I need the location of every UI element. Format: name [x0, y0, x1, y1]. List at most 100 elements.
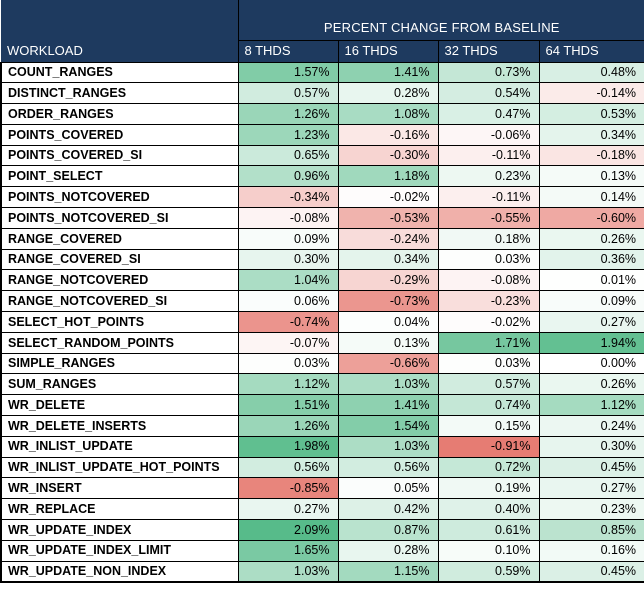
value-cell: 1.03% [237, 560, 339, 583]
table-row: COUNT_RANGES 1.57% 1.41% 0.73% 0.48% [0, 61, 644, 84]
table-row: POINT_SELECT 0.96% 1.18% 0.23% 0.13% [0, 165, 644, 188]
value-cell: 0.23% [538, 498, 644, 521]
value-cell: 0.56% [337, 456, 439, 479]
column-header-16-thds: 16 THDS [338, 40, 439, 62]
value-cell: -0.18% [538, 144, 644, 167]
value-cell: 0.14% [538, 186, 644, 209]
table-row: POINTS_COVERED 1.23% -0.16% -0.06% 0.34% [0, 123, 644, 146]
value-cell: -0.08% [437, 269, 540, 292]
value-cell: 1.71% [437, 331, 540, 354]
value-cell: 0.18% [437, 227, 540, 250]
table-title: PERCENT CHANGE FROM BASELINE [238, 0, 644, 41]
workload-name: RANGE_NOTCOVERED_SI [0, 290, 239, 313]
value-cell: 1.54% [337, 415, 439, 437]
table-row: POINTS_NOTCOVERED -0.34% -0.02% -0.11% 0.14% [0, 186, 644, 209]
table-row: WR_INLIST_UPDATE 1.98% 1.03% -0.91% 0.30% [0, 435, 644, 458]
workload-name: WR_DELETE [0, 394, 239, 417]
value-cell: -0.34% [237, 186, 339, 209]
value-cell: 1.12% [237, 373, 339, 396]
value-cell: 0.59% [437, 560, 540, 583]
value-cell: 0.74% [437, 394, 540, 417]
table-row: RANGE_NOTCOVERED 1.04% -0.29% -0.08% 0.01% [0, 269, 644, 292]
value-cell: -0.73% [337, 290, 439, 313]
value-cell: -0.06% [437, 123, 540, 146]
workload-name: RANGE_COVERED_SI [0, 248, 239, 271]
table-row: WR_UPDATE_NON_INDEX 1.03% 1.15% 0.59% 0.45% [0, 560, 644, 583]
workload-name: WR_UPDATE_INDEX_LIMIT [0, 539, 239, 562]
table-row: POINTS_NOTCOVERED_SI -0.08% -0.53% -0.55% -0… [0, 207, 644, 229]
workload-name: POINTS_NOTCOVERED [0, 186, 239, 209]
workload-name: WR_INLIST_UPDATE [0, 435, 239, 458]
workload-name: SELECT_HOT_POINTS [0, 311, 239, 333]
value-cell: 0.26% [538, 373, 644, 396]
value-cell: 0.28% [337, 539, 439, 562]
value-cell: -0.30% [337, 144, 439, 167]
table-row: SELECT_RANDOM_POINTS -0.07% 0.13% 1.71% 1.94… [0, 331, 644, 354]
table-row: ORDER_RANGES 1.26% 1.08% 0.47% 0.53% [0, 103, 644, 125]
value-cell: -0.08% [237, 207, 339, 229]
value-cell: 1.94% [538, 331, 644, 354]
workload-name: WR_INLIST_UPDATE_HOT_POINTS [0, 456, 239, 479]
value-cell: 0.28% [337, 82, 439, 105]
value-cell: 1.03% [337, 373, 439, 396]
table-row: WR_REPLACE 0.27% 0.42% 0.40% 0.23% [0, 498, 644, 521]
table-row: POINTS_COVERED_SI 0.65% -0.30% -0.11% -0.18% [0, 144, 644, 167]
value-cell: 0.26% [538, 227, 644, 250]
workload-name: ORDER_RANGES [0, 103, 239, 125]
workload-name: WR_REPLACE [0, 498, 239, 521]
workload-name: RANGE_COVERED [0, 227, 239, 250]
workload-name: POINTS_COVERED_SI [0, 144, 239, 167]
value-cell: 0.23% [437, 165, 540, 188]
value-cell: 1.98% [237, 435, 339, 458]
workload-name: POINT_SELECT [0, 165, 239, 188]
value-cell: 1.23% [237, 123, 339, 146]
value-cell: 1.57% [237, 61, 339, 84]
table-row: SELECT_HOT_POINTS -0.74% 0.04% -0.02% 0.27% [0, 311, 644, 333]
value-cell: 0.56% [237, 456, 339, 479]
workload-name: POINTS_COVERED [0, 123, 239, 146]
table-row: RANGE_COVERED 0.09% -0.24% 0.18% 0.26% [0, 227, 644, 250]
value-cell: 0.45% [538, 560, 644, 583]
value-cell: 0.73% [437, 61, 540, 84]
value-cell: -0.66% [337, 352, 439, 375]
table-row: SIMPLE_RANGES 0.03% -0.66% 0.03% 0.00% [0, 352, 644, 375]
workload-name: WR_DELETE_INSERTS [0, 415, 239, 437]
table-row: WR_INSERT -0.85% 0.05% 0.19% 0.27% [0, 477, 644, 500]
table-row: WR_INLIST_UPDATE_HOT_POINTS 0.56% 0.56% 0.7… [0, 456, 644, 479]
value-cell: 0.72% [437, 456, 540, 479]
value-cell: 0.05% [337, 477, 439, 500]
workload-name: RANGE_NOTCOVERED [0, 269, 239, 292]
value-cell: -0.14% [538, 82, 644, 105]
value-cell: 0.40% [437, 498, 540, 521]
workload-name: COUNT_RANGES [0, 61, 239, 84]
value-cell: 0.04% [337, 311, 439, 333]
workload-name: WR_INSERT [0, 477, 239, 500]
value-cell: 1.12% [538, 394, 644, 417]
value-cell: 1.41% [337, 61, 439, 84]
value-cell: 1.15% [337, 560, 439, 583]
value-cell: -0.60% [538, 207, 644, 229]
value-cell: 0.27% [538, 311, 644, 333]
column-header-row: 8 THDS 16 THDS 32 THDS 64 THDS [1, 40, 644, 62]
value-cell: 1.51% [237, 394, 339, 417]
column-header-8-thds: 8 THDS [238, 40, 339, 62]
value-cell: 1.04% [237, 269, 339, 292]
value-cell: 0.57% [237, 82, 339, 105]
table-header: WORKLOAD PERCENT CHANGE FROM BASELINE 8 … [1, 0, 644, 62]
value-cell: 1.08% [337, 103, 439, 125]
value-cell: 0.36% [538, 248, 644, 271]
value-cell: 1.41% [337, 394, 439, 417]
value-cell: 0.61% [437, 519, 540, 541]
value-cell: 0.34% [538, 123, 644, 146]
value-cell: 1.03% [337, 435, 439, 458]
workload-name: WR_UPDATE_NON_INDEX [0, 560, 239, 583]
value-cell: 0.10% [437, 539, 540, 562]
value-cell: 0.03% [437, 248, 540, 271]
value-cell: -0.53% [337, 207, 439, 229]
value-cell: 0.45% [538, 456, 644, 479]
value-cell: -0.11% [437, 186, 540, 209]
value-cell: 0.03% [237, 352, 339, 375]
value-cell: 0.15% [437, 415, 540, 437]
column-header-64-thds: 64 THDS [539, 40, 644, 62]
